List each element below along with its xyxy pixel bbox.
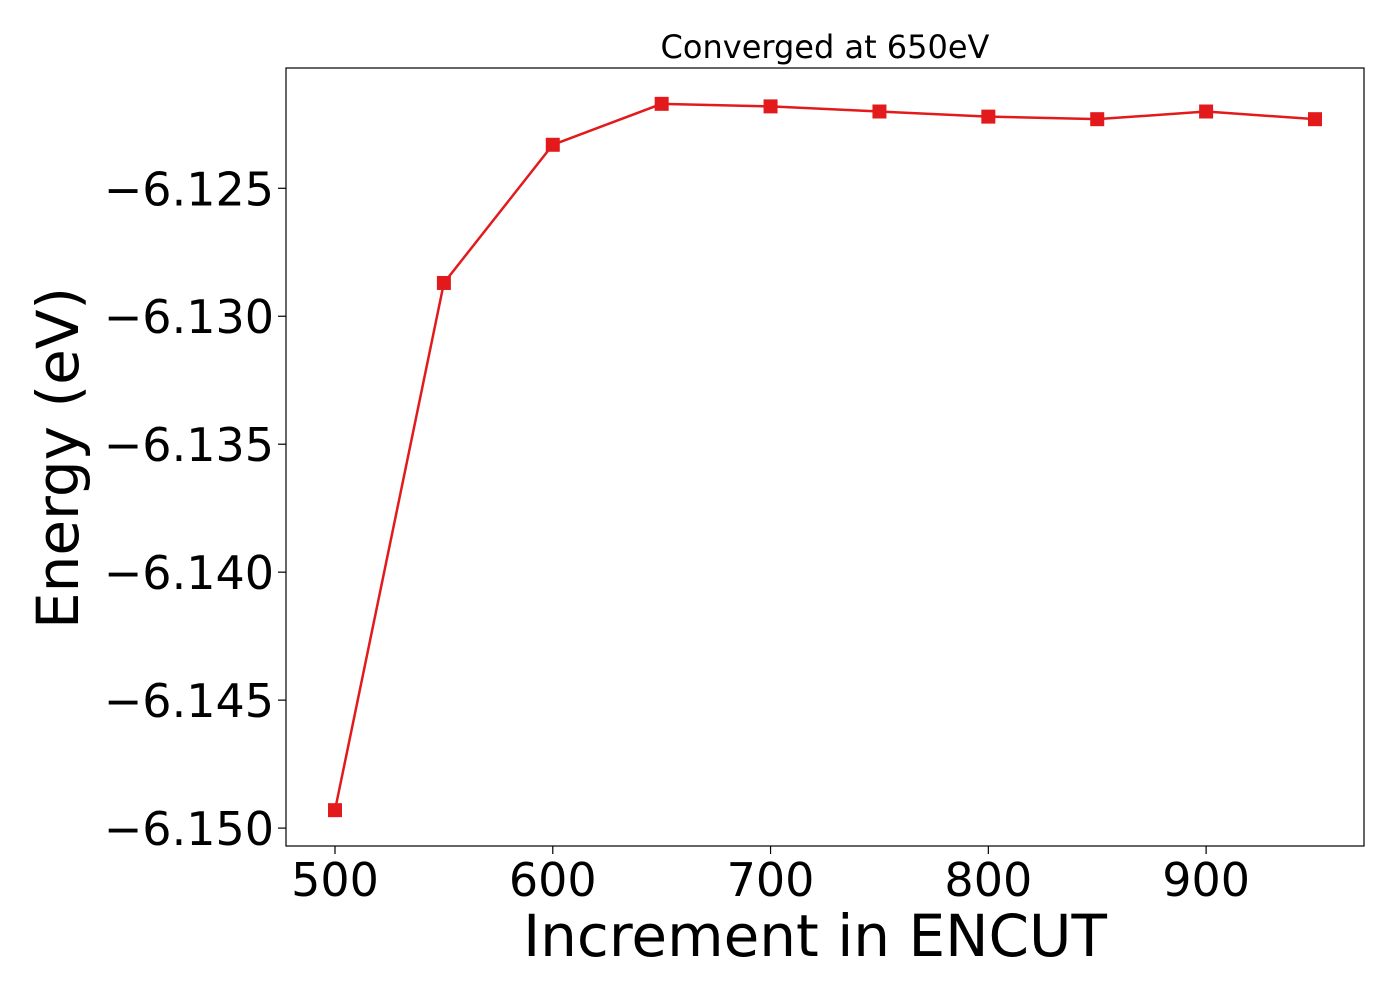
y-tick-label: −6.125	[104, 162, 274, 216]
data-point-marker	[545, 137, 560, 152]
x-axis-label: Increment in ENCUT	[523, 902, 1107, 970]
x-tick-label: 600	[509, 853, 597, 907]
y-tick-label: −6.145	[104, 674, 274, 728]
x-tick-label: 900	[1162, 853, 1250, 907]
x-tick-label: 700	[727, 853, 815, 907]
data-point-marker	[763, 99, 778, 114]
data-point-marker	[1090, 112, 1105, 127]
x-tick-label: 800	[944, 853, 1032, 907]
data-point-marker	[328, 803, 342, 818]
data-point-marker	[654, 96, 669, 111]
y-axis-ticks: −6.125 −6.130 −6.135 −6.140 −6.145 −6.150	[104, 162, 286, 856]
data-point-marker	[436, 275, 451, 290]
y-tick-label: −6.135	[104, 418, 274, 472]
data-point-marker	[1199, 104, 1214, 119]
data-point-marker	[981, 109, 996, 124]
y-tick-label: −6.130	[104, 290, 274, 344]
series-layer	[328, 96, 1322, 818]
y-axis-label: Energy (eV)	[24, 287, 92, 629]
x-tick-label: 500	[291, 853, 379, 907]
x-axis-ticks: 500 600 700 800 900	[291, 846, 1250, 907]
plot-area-frame	[285, 67, 1365, 847]
y-tick-label: −6.140	[104, 546, 274, 600]
data-point-marker	[1308, 112, 1322, 127]
y-tick-label: −6.150	[104, 802, 274, 856]
chart-title: Converged at 650eV	[661, 28, 990, 66]
data-point-marker	[872, 104, 887, 119]
series-line	[333, 102, 1316, 811]
